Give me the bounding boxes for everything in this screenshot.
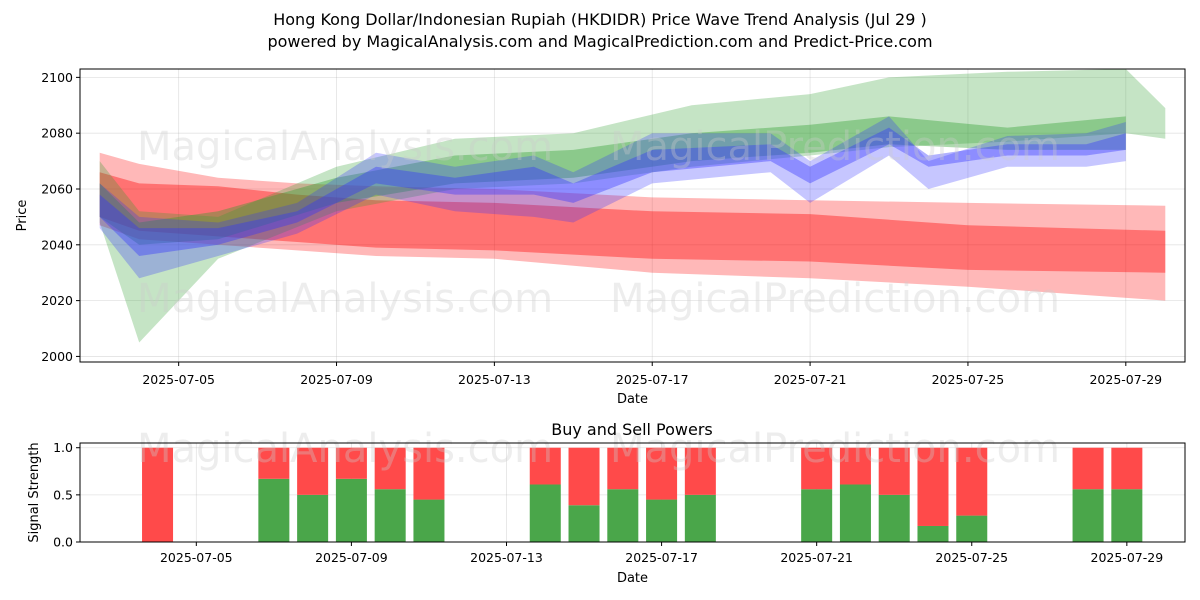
- power-x-tick-label: 2025-07-17: [625, 550, 698, 565]
- blue-outer-band: [99, 116, 1126, 279]
- power-plot: MagicalAnalysis.com MagicalPrediction.com…: [27, 426, 1186, 586]
- buy-bar: [568, 505, 600, 542]
- power-x-tick-label: 2025-07-29: [1091, 550, 1164, 565]
- power-plot-frame: [79, 442, 1186, 543]
- power-y-tick-label: 0.5: [53, 487, 73, 502]
- buy-bar: [335, 478, 367, 542]
- watermark: MagicalPrediction.com: [610, 276, 1060, 322]
- buy-bar: [878, 494, 910, 542]
- price-x-axis-label: Date: [617, 392, 648, 407]
- buy-bar: [646, 499, 678, 542]
- price-y-tick-label: 2000: [41, 349, 73, 364]
- price-x-tick-label: 2025-07-29: [1089, 372, 1162, 387]
- price-y-tick-label: 2020: [41, 293, 73, 308]
- buy-bar: [917, 525, 949, 542]
- price-x-tick-label: 2025-07-13: [458, 372, 531, 387]
- power-x-tick-label: 2025-07-13: [470, 550, 543, 565]
- buy-bar: [529, 484, 561, 542]
- watermark: MagicalAnalysis.com: [137, 124, 553, 170]
- buy-bar: [684, 494, 716, 542]
- sell-bar: [297, 447, 329, 495]
- watermark: MagicalPrediction.com: [610, 426, 1060, 472]
- power-y-tick-label: 0.0: [53, 535, 73, 550]
- sell-bar: [801, 447, 833, 490]
- sell-bar: [529, 447, 561, 485]
- power-x-tick-label: 2025-07-09: [315, 550, 388, 565]
- power-x-axis-label: Date: [617, 571, 648, 586]
- buy-bar: [297, 494, 329, 542]
- price-x-tick-label: 2025-07-05: [142, 372, 215, 387]
- buy-bar: [839, 484, 871, 542]
- sell-bar: [878, 447, 910, 495]
- power-chart-title: Buy and Sell Powers: [551, 420, 713, 439]
- watermark: MagicalPrediction.com: [610, 124, 1060, 170]
- green-outer-band: [99, 69, 1166, 343]
- buy-bar: [801, 489, 833, 542]
- price-x-tick-label: 2025-07-21: [774, 372, 847, 387]
- red-inner-band: [99, 172, 1166, 273]
- red-outer-band: [99, 152, 1166, 301]
- buy-bar: [956, 515, 988, 542]
- price-y-tick-label: 2080: [41, 126, 73, 141]
- power-y-axis-label: Signal Strength: [27, 442, 42, 542]
- sell-bar: [956, 447, 988, 516]
- sell-bar: [839, 447, 871, 485]
- price-x-tick-label: 2025-07-17: [616, 372, 689, 387]
- watermark: MagicalAnalysis.com: [137, 276, 553, 322]
- buy-bar: [1111, 489, 1143, 542]
- chart-title-line1: Hong Kong Dollar/Indonesian Rupiah (HKDI…: [273, 10, 927, 29]
- price-plot: MagicalAnalysis.com MagicalPrediction.com…: [15, 68, 1186, 407]
- sell-bar: [1072, 447, 1104, 490]
- price-plot-frame: [79, 68, 1186, 363]
- blue-inner-band: [99, 127, 1126, 256]
- sell-bar: [684, 447, 716, 495]
- price-y-tick-label: 2100: [41, 70, 73, 85]
- power-x-tick-label: 2025-07-05: [160, 550, 233, 565]
- price-x-tick-label: 2025-07-25: [932, 372, 1005, 387]
- sell-bar: [258, 447, 290, 479]
- sell-bar: [568, 447, 600, 506]
- buy-bar: [258, 478, 290, 542]
- buy-bar: [374, 489, 406, 542]
- price-y-tick-label: 2040: [41, 237, 73, 252]
- buy-bar: [413, 499, 445, 542]
- chart-title-line2: powered by MagicalAnalysis.com and Magic…: [267, 32, 932, 51]
- sell-bar: [335, 447, 367, 479]
- sell-bar: [374, 447, 406, 490]
- sell-bar: [917, 447, 949, 526]
- sell-bar: [142, 447, 174, 542]
- sell-bar: [1111, 447, 1143, 490]
- buy-bar: [607, 489, 639, 542]
- buy-bar: [1072, 489, 1104, 542]
- power-y-tick-label: 1.0: [53, 440, 73, 455]
- power-x-tick-label: 2025-07-21: [780, 550, 853, 565]
- sell-bar: [413, 447, 445, 500]
- price-y-tick-label: 2060: [41, 181, 73, 196]
- sell-bar: [607, 447, 639, 490]
- power-x-tick-label: 2025-07-25: [935, 550, 1008, 565]
- price-y-axis-label: Price: [15, 200, 30, 232]
- watermark: MagicalAnalysis.com: [137, 426, 553, 472]
- price-x-tick-label: 2025-07-09: [300, 372, 373, 387]
- green-inner-band: [99, 116, 1126, 245]
- sell-bar: [646, 447, 678, 500]
